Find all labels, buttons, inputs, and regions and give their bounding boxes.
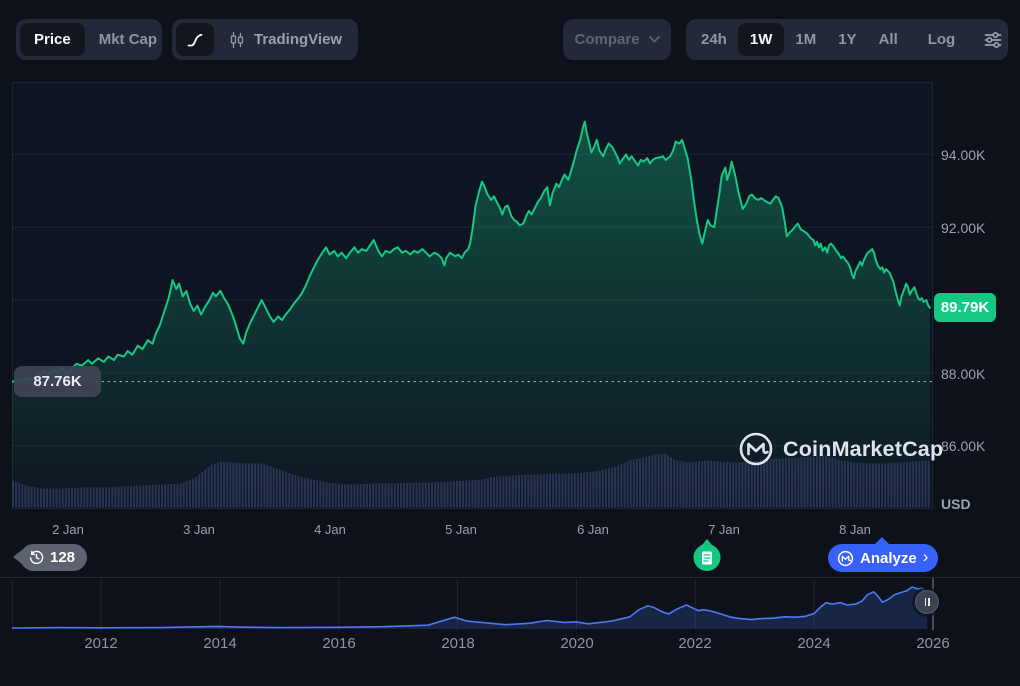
log-label: Log	[927, 31, 956, 48]
compare-button[interactable]: Compare	[563, 19, 671, 60]
ytick-92k: 92.00K	[941, 220, 986, 236]
year-2024: 2024	[797, 635, 831, 652]
chart-settings-button[interactable]	[974, 23, 1012, 56]
line-chart-button[interactable]	[176, 23, 214, 56]
analyze-label: Analyze	[860, 549, 917, 567]
xtick-8jan: 8 Jan	[839, 522, 871, 537]
range-1y-label: 1Y	[838, 31, 857, 48]
range-1w[interactable]: 1W	[737, 23, 785, 56]
analyze-tooltip-arrow	[874, 537, 890, 545]
range-24h-label: 24h	[701, 31, 727, 48]
cmc-analyze-icon	[837, 550, 854, 566]
price-line	[11, 120, 931, 383]
minimap-range-handle[interactable]	[915, 590, 939, 614]
tradingview-label: TradingView	[254, 31, 343, 48]
clock-history-icon	[29, 550, 44, 565]
compare-label: Compare	[574, 31, 640, 48]
history-count: 128	[50, 549, 76, 566]
watermark-label: CoinMarketCap	[783, 436, 944, 461]
year-2022: 2022	[678, 635, 712, 652]
ytick-86k: 86.00K	[941, 438, 986, 454]
document-icon	[703, 554, 711, 562]
ytick-88k: 88.00K	[941, 366, 986, 382]
xtick-2jan: 2 Jan	[52, 522, 84, 537]
plot-border	[12, 82, 933, 509]
chevron-down-icon	[648, 36, 660, 43]
range-selector: 24h 1W 1M 1Y All Log	[686, 19, 1008, 60]
tab-price-label: Price	[34, 31, 71, 48]
tab-mktcap-label: Mkt Cap	[98, 31, 158, 48]
candlestick-button[interactable]	[214, 23, 254, 56]
coinmarketcap-logo-icon	[739, 432, 773, 466]
year-2026: 2026	[916, 635, 950, 652]
price-chart-svg	[11, 82, 934, 509]
range-24h[interactable]: 24h	[690, 23, 738, 56]
currency-unit-label: USD	[941, 496, 971, 512]
year-2018: 2018	[441, 635, 475, 652]
candlestick-icon	[230, 31, 244, 48]
year-2016: 2016	[322, 635, 356, 652]
news-marker[interactable]	[691, 538, 723, 572]
tradingview-toggle[interactable]: TradingView	[254, 23, 352, 56]
range-all-label: All	[878, 31, 898, 48]
sliders-icon	[984, 31, 1002, 48]
xtick-6jan: 6 Jan	[577, 522, 609, 537]
year-2012: 2012	[84, 635, 118, 652]
log-scale-toggle[interactable]: Log	[917, 23, 967, 56]
range-1y[interactable]: 1Y	[827, 23, 867, 56]
analyze-button[interactable]: Analyze ›	[828, 544, 939, 572]
xtick-4jan: 4 Jan	[314, 522, 346, 537]
chart-style-toggle: TradingView	[172, 19, 358, 60]
minimap-top-border	[0, 577, 1020, 578]
year-2014: 2014	[203, 635, 237, 652]
current-price-badge: 89.79K	[934, 293, 996, 322]
xtick-7jan: 7 Jan	[708, 522, 740, 537]
chevron-right-icon: ›	[922, 547, 929, 566]
ytick-94k: 94.00K	[941, 147, 986, 163]
history-button[interactable]: 128	[20, 544, 88, 571]
price-mktcap-toggle: Price Mkt Cap	[16, 19, 162, 60]
tab-price[interactable]: Price	[20, 23, 85, 56]
volume-bars	[12, 453, 930, 508]
price-chart-canvas[interactable]	[11, 82, 934, 509]
range-1m[interactable]: 1M	[784, 23, 827, 56]
minimap-brush[interactable]	[12, 578, 940, 631]
price-area-fill	[12, 121, 930, 508]
minimap-line	[12, 586, 928, 629]
open-price-badge: 87.76K	[14, 366, 101, 397]
minimap-area-fill	[12, 587, 928, 629]
range-1m-label: 1M	[795, 31, 817, 48]
xtick-3jan: 3 Jan	[183, 522, 215, 537]
tab-mktcap[interactable]: Mkt Cap	[85, 23, 171, 56]
range-1w-label: 1W	[749, 31, 773, 48]
year-2020: 2020	[560, 635, 594, 652]
history-pill-notch	[13, 550, 22, 564]
watermark: CoinMarketCap	[738, 431, 943, 467]
xtick-5jan: 5 Jan	[445, 522, 477, 537]
range-all[interactable]: All	[868, 23, 909, 56]
line-chart-icon	[187, 33, 203, 46]
